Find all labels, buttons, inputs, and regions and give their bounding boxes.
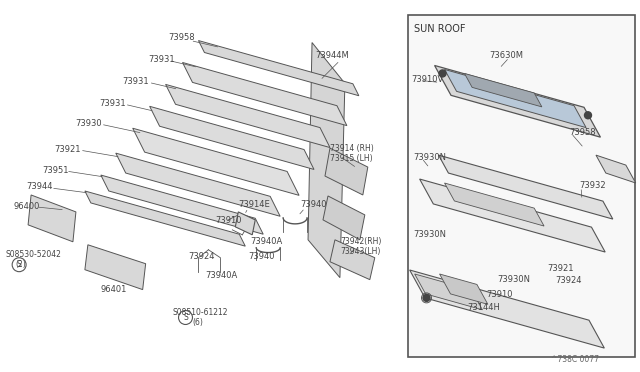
Text: 73944: 73944 (26, 183, 52, 192)
Text: SUN ROOF: SUN ROOF (413, 23, 465, 33)
Text: 73630M: 73630M (490, 51, 524, 60)
Text: S: S (17, 260, 22, 269)
Text: 73932: 73932 (579, 180, 605, 189)
Text: 73910: 73910 (486, 290, 513, 299)
Text: (6): (6) (193, 318, 204, 327)
Polygon shape (236, 212, 255, 235)
Text: 73944M: 73944M (315, 51, 349, 60)
Text: 73940A: 73940A (250, 237, 282, 246)
Polygon shape (420, 179, 605, 252)
Polygon shape (465, 73, 542, 107)
Text: 73144H: 73144H (467, 303, 500, 312)
Text: 73921: 73921 (54, 145, 81, 154)
Circle shape (423, 294, 430, 301)
Text: 73914E: 73914E (238, 201, 270, 209)
Polygon shape (445, 70, 586, 128)
Polygon shape (438, 155, 613, 219)
Text: 73931: 73931 (123, 77, 149, 86)
Text: 73915 (LH): 73915 (LH) (330, 154, 372, 163)
Text: 73931: 73931 (99, 99, 125, 108)
Polygon shape (85, 245, 146, 290)
Text: 73940: 73940 (248, 252, 275, 261)
Text: 73921: 73921 (547, 264, 573, 273)
Text: S08530-52042: S08530-52042 (5, 250, 61, 259)
Polygon shape (445, 183, 544, 226)
Text: 73910V: 73910V (412, 75, 444, 84)
Text: 73910: 73910 (216, 217, 242, 225)
Text: S08510-61212: S08510-61212 (173, 308, 228, 317)
Text: 73958: 73958 (168, 33, 195, 42)
Polygon shape (198, 41, 359, 96)
Polygon shape (85, 191, 245, 246)
Polygon shape (150, 106, 314, 170)
Text: 96401: 96401 (101, 285, 127, 294)
Text: 73940A: 73940A (205, 271, 237, 280)
Text: 73943(LH): 73943(LH) (340, 247, 380, 256)
Text: S: S (183, 313, 188, 322)
Text: 73930N: 73930N (413, 153, 447, 161)
Polygon shape (28, 195, 76, 242)
Polygon shape (330, 240, 375, 280)
Polygon shape (323, 196, 365, 240)
Text: 73930N: 73930N (497, 275, 531, 284)
Text: 73924: 73924 (189, 252, 215, 261)
Polygon shape (435, 65, 600, 137)
Text: 73931: 73931 (148, 55, 175, 64)
Polygon shape (182, 62, 347, 126)
Circle shape (584, 112, 591, 119)
Text: 73914 (RH): 73914 (RH) (330, 144, 374, 153)
Polygon shape (415, 274, 483, 310)
Text: 73942(RH): 73942(RH) (340, 237, 381, 246)
Polygon shape (440, 274, 488, 304)
Polygon shape (410, 270, 604, 348)
Text: 73958: 73958 (569, 128, 596, 137)
Polygon shape (166, 84, 330, 148)
Text: 73930N: 73930N (413, 230, 447, 239)
Polygon shape (132, 128, 299, 195)
Text: 73951: 73951 (42, 166, 68, 174)
Polygon shape (101, 175, 263, 234)
Text: ^738C 0077: ^738C 0077 (551, 355, 599, 364)
Text: (2): (2) (15, 260, 26, 269)
Text: 73940: 73940 (300, 201, 326, 209)
Circle shape (439, 70, 446, 77)
Polygon shape (308, 42, 345, 278)
Text: 73930: 73930 (75, 119, 102, 128)
Polygon shape (596, 155, 636, 183)
Text: 73924: 73924 (555, 276, 582, 285)
Text: 96400: 96400 (13, 202, 40, 211)
Bar (408, 15, 635, 357)
Polygon shape (116, 153, 280, 216)
Polygon shape (325, 148, 368, 195)
